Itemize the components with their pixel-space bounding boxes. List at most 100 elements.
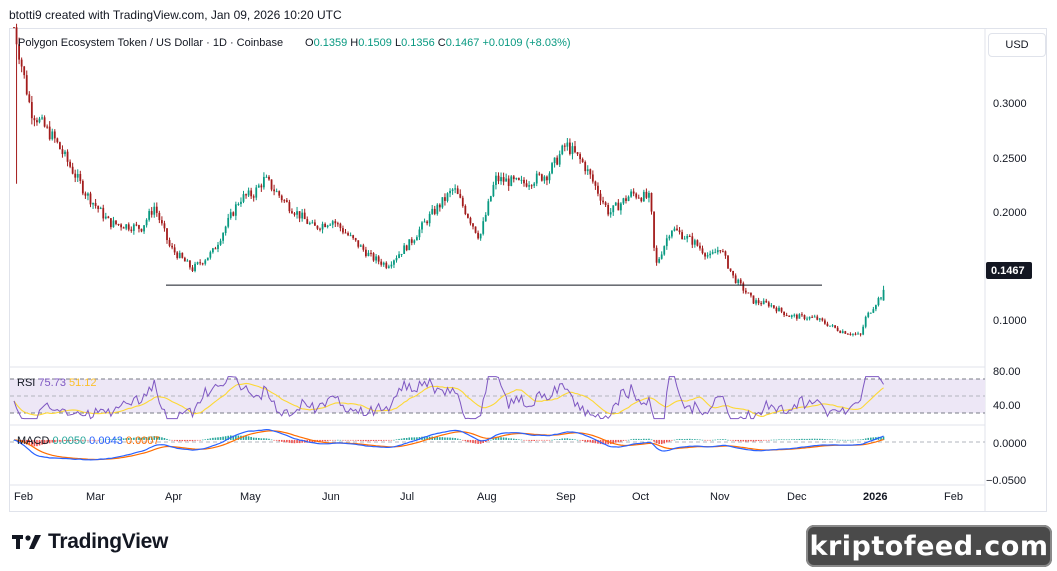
candle-body[interactable]	[750, 292, 752, 296]
candle-body[interactable]	[586, 169, 589, 172]
candle-body[interactable]	[237, 203, 240, 205]
candle-body[interactable]	[788, 315, 791, 317]
candle-body[interactable]	[709, 253, 712, 256]
candle-body[interactable]	[645, 191, 648, 198]
candle-body[interactable]	[232, 212, 235, 216]
candle-body[interactable]	[525, 183, 528, 187]
candle-body[interactable]	[405, 245, 408, 251]
candle-body[interactable]	[125, 224, 128, 229]
candle-body[interactable]	[288, 202, 291, 212]
candle-body[interactable]	[854, 333, 857, 335]
candle-body[interactable]	[298, 211, 301, 219]
candle-body[interactable]	[181, 252, 184, 258]
candle-body[interactable]	[291, 211, 293, 214]
candle-body[interactable]	[370, 252, 372, 254]
candle-body[interactable]	[196, 262, 199, 264]
candle-body[interactable]	[194, 263, 196, 271]
candle-body[interactable]	[92, 202, 94, 205]
candle-body[interactable]	[275, 191, 278, 193]
candle-body[interactable]	[622, 198, 625, 204]
candle-body[interactable]	[706, 255, 709, 257]
candle-body[interactable]	[201, 263, 204, 265]
candle-body[interactable]	[849, 333, 852, 335]
candle-body[interactable]	[308, 223, 311, 225]
candle-body[interactable]	[581, 159, 584, 163]
candle-body[interactable]	[176, 252, 179, 258]
candle-body[interactable]	[48, 126, 51, 140]
candle-body[interactable]	[505, 178, 508, 182]
candle-body[interactable]	[862, 326, 865, 335]
candle-body[interactable]	[620, 203, 622, 211]
candle-body[interactable]	[428, 213, 431, 224]
candle-body[interactable]	[339, 223, 342, 229]
candle-body[interactable]	[795, 314, 798, 319]
candle-body[interactable]	[839, 330, 842, 333]
candle-body[interactable]	[686, 235, 689, 239]
candle-body[interactable]	[398, 254, 400, 258]
candle-body[interactable]	[349, 235, 352, 237]
candle-body[interactable]	[122, 227, 125, 229]
candle-body[interactable]	[676, 228, 678, 231]
candle-body[interactable]	[13, 27, 15, 29]
candle-body[interactable]	[816, 316, 819, 320]
candle-body[interactable]	[574, 146, 576, 153]
candle-body[interactable]	[880, 297, 882, 299]
candle-body[interactable]	[247, 190, 250, 196]
candle-body[interactable]	[150, 211, 153, 215]
candle-body[interactable]	[321, 223, 324, 230]
candle-body[interactable]	[145, 219, 148, 226]
candle-body[interactable]	[579, 154, 581, 160]
candle-body[interactable]	[18, 44, 20, 60]
candle-body[interactable]	[301, 212, 304, 219]
candle-body[interactable]	[762, 300, 765, 305]
candle-body[interactable]	[612, 205, 615, 213]
candle-body[interactable]	[255, 187, 258, 198]
candle-body[interactable]	[153, 206, 156, 215]
candle-body[interactable]	[418, 229, 421, 238]
candle-body[interactable]	[627, 196, 630, 201]
candle-body[interactable]	[329, 224, 332, 226]
candle-body[interactable]	[421, 222, 423, 230]
candle-body[interactable]	[87, 193, 89, 196]
candle-body[interactable]	[882, 289, 885, 301]
candle-body[interactable]	[673, 228, 676, 231]
candle-body[interactable]	[635, 193, 638, 198]
candle-body[interactable]	[704, 253, 706, 257]
candle-body[interactable]	[744, 290, 747, 293]
candle-body[interactable]	[217, 244, 219, 249]
candle-body[interactable]	[148, 211, 151, 220]
candle-body[interactable]	[250, 190, 253, 197]
candle-body[interactable]	[375, 256, 377, 261]
candle-body[interactable]	[99, 207, 102, 209]
candle-body[interactable]	[688, 235, 691, 237]
candle-body[interactable]	[94, 202, 97, 206]
candle-body[interactable]	[775, 307, 778, 312]
candle-body[interactable]	[357, 240, 360, 247]
candle-body[interactable]	[168, 240, 171, 246]
candle-body[interactable]	[663, 246, 666, 255]
candle-body[interactable]	[403, 245, 406, 254]
candle-body[interactable]	[739, 279, 742, 284]
candle-body[interactable]	[222, 233, 224, 241]
candle-body[interactable]	[283, 200, 286, 202]
currency-button[interactable]: USD	[988, 33, 1046, 57]
candle-body[interactable]	[413, 240, 416, 243]
candle-body[interactable]	[492, 184, 495, 197]
candle-body[interactable]	[566, 142, 569, 147]
tradingview-logo[interactable]: TradingView	[12, 530, 168, 554]
candle-body[interactable]	[270, 179, 273, 190]
candle-body[interactable]	[826, 323, 829, 327]
candle-body[interactable]	[334, 221, 337, 224]
candle-body[interactable]	[864, 316, 867, 327]
candle-body[interactable]	[591, 174, 594, 182]
candle-body[interactable]	[732, 270, 734, 276]
candle-body[interactable]	[433, 208, 436, 214]
candle-body[interactable]	[280, 195, 283, 201]
candle-body[interactable]	[97, 205, 100, 209]
candle-body[interactable]	[316, 225, 319, 229]
candle-body[interactable]	[382, 262, 385, 265]
candle-body[interactable]	[765, 300, 768, 303]
candle-body[interactable]	[46, 126, 49, 128]
candle-body[interactable]	[500, 177, 502, 182]
